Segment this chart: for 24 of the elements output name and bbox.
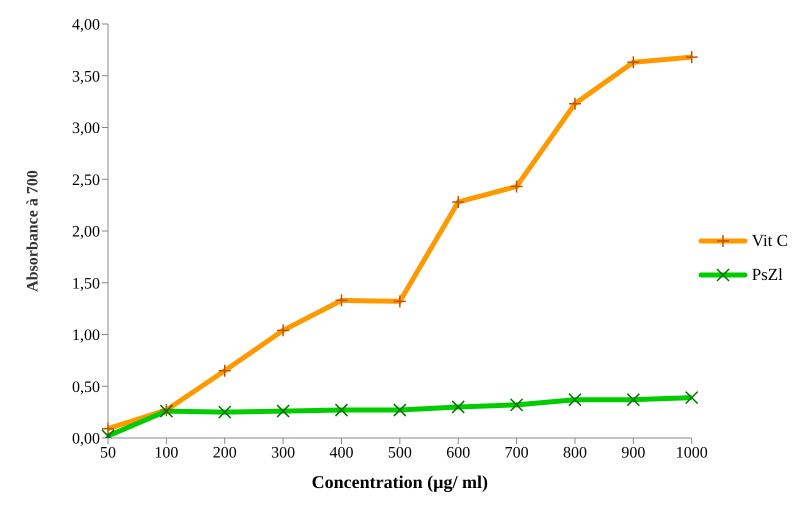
x-tick-label: 50 xyxy=(100,444,116,462)
y-tick-label: 3,00 xyxy=(72,120,100,138)
x-tick-label: 300 xyxy=(271,444,296,462)
x-tick-label: 800 xyxy=(562,444,587,462)
x-tick-label: 1000 xyxy=(676,444,708,462)
x-tick-label: 400 xyxy=(329,444,354,462)
x-tick-label: 500 xyxy=(388,444,412,462)
x-tick-label: 600 xyxy=(446,444,470,462)
x-tick-label: 100 xyxy=(154,444,178,462)
x-tick-label: 200 xyxy=(212,444,237,462)
x-axis-title: Concentration (µg/ ml) xyxy=(312,472,488,492)
y-tick-label: 3,50 xyxy=(72,68,100,86)
y-tick-label: 1,50 xyxy=(72,275,100,292)
y-tick-label: 1,00 xyxy=(72,327,100,344)
y-tick-label: 4,00 xyxy=(72,16,100,34)
y-tick-label: 2,50 xyxy=(72,172,100,189)
y-tick-label: 2,00 xyxy=(72,224,100,241)
legend-label: PsZl xyxy=(752,265,783,285)
y-tick-label: 0,50 xyxy=(72,378,100,396)
y-tick-label: 0,00 xyxy=(72,430,100,448)
legend-label: Vit C xyxy=(752,231,788,251)
y-axis-title: Absorbance à 700 xyxy=(24,170,42,292)
x-tick-label: 900 xyxy=(621,444,646,462)
x-tick-label: 700 xyxy=(504,444,529,462)
